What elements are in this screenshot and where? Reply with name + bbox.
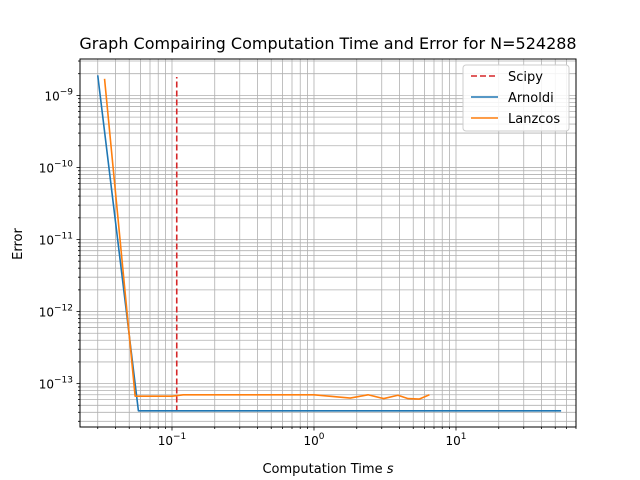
y-tick-label: 10−12 — [39, 304, 73, 320]
y-tick-label-base: 10 — [44, 89, 59, 103]
x-tick-label: 100 — [303, 432, 324, 448]
y-tick-label: 10−10 — [39, 159, 74, 175]
x-tick-label-exp: −1 — [173, 432, 186, 442]
chart-title: Graph Compairing Computation Time and Er… — [79, 34, 576, 53]
x-axis-label-unit: s — [387, 462, 394, 477]
x-ticks: 10−1 100 101 — [97, 427, 577, 448]
legend-label-scipy: Scipy — [508, 70, 543, 85]
legend-label-arnoldi: Arnoldi — [508, 91, 554, 106]
legend-label-lanzcos: Lanzcos — [508, 112, 560, 127]
x-axis-label-text: Computation Time — [262, 462, 382, 477]
legend-box — [462, 64, 570, 132]
y-tick-label: 10−9 — [44, 87, 73, 103]
y-tick-label-base: 10 — [39, 306, 54, 320]
x-tick-label: 101 — [445, 432, 466, 448]
series-lines — [96, 75, 562, 412]
x-tick-label-exp: 1 — [461, 432, 467, 442]
y-tick-label-exp: −13 — [54, 376, 73, 386]
y-tick-label: 10−13 — [39, 376, 73, 392]
grid-lines — [80, 59, 577, 427]
x-tick-label: 10−1 — [158, 432, 187, 448]
y-tick-label-exp: −11 — [54, 232, 73, 242]
x-tick-label-base: 10 — [158, 434, 173, 448]
y-tick-label-exp: −9 — [60, 87, 74, 97]
y-tick-label-exp: −10 — [54, 159, 73, 169]
y-tick-label-base: 10 — [39, 378, 54, 392]
y-tick-label-base: 10 — [39, 234, 54, 248]
x-tick-label-exp: 0 — [319, 432, 325, 442]
y-axis-label: Error — [11, 228, 26, 260]
series-line-arnoldi — [96, 75, 562, 412]
series-line-lanzcos — [103, 78, 430, 400]
legend: Scipy Arnoldi Lanzcos — [462, 64, 570, 132]
y-tick-label-exp: −12 — [54, 304, 73, 314]
x-tick-label-base: 10 — [303, 434, 318, 448]
x-tick-label-base: 10 — [445, 434, 460, 448]
y-tick-label-base: 10 — [39, 161, 54, 175]
x-axis-label: Computation Time s — [262, 462, 393, 477]
y-tick-label: 10−11 — [39, 232, 73, 248]
